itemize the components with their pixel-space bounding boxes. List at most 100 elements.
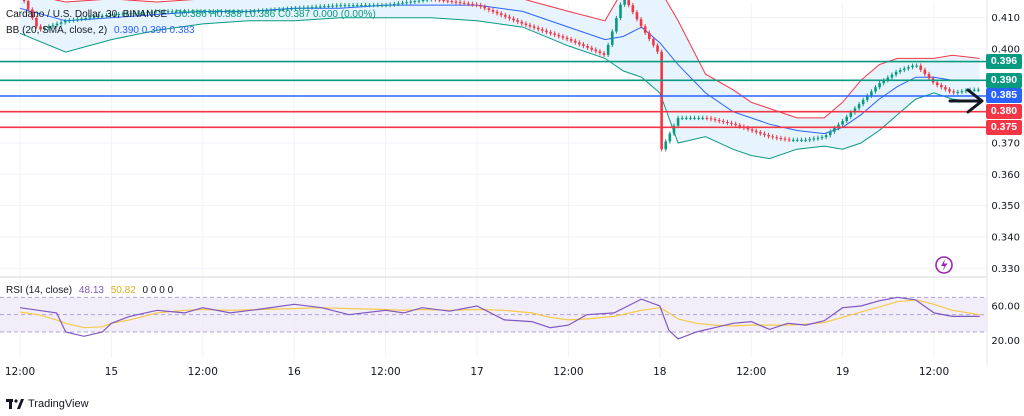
candle — [281, 9, 285, 11]
candle — [372, 5, 376, 7]
candle — [236, 11, 240, 13]
ohlc-values: O0.386 H0.388 L0.386 C0.387 0.000 (0.00%… — [173, 9, 376, 20]
candle — [80, 18, 83, 20]
candle — [717, 120, 721, 122]
candle — [244, 11, 248, 13]
candle — [212, 11, 215, 13]
candle — [775, 137, 779, 139]
rsi-label[interactable]: RSI (14, close) — [6, 285, 73, 296]
time-tick-label: 15 — [105, 366, 118, 378]
time-tick-label: 19 — [836, 366, 849, 378]
candle — [545, 30, 548, 33]
candle — [849, 112, 853, 117]
candle — [886, 77, 890, 81]
candle — [746, 127, 750, 130]
candle — [51, 25, 55, 27]
candle — [142, 12, 145, 14]
candle — [656, 45, 659, 52]
candle — [865, 95, 869, 100]
rsi-pane — [0, 296, 987, 340]
candle — [907, 67, 910, 69]
candle — [392, 3, 396, 5]
tradingview-logo[interactable]: TradingView — [6, 398, 89, 410]
candle — [919, 65, 923, 70]
candle — [100, 15, 104, 17]
candle — [841, 121, 844, 125]
candle — [240, 11, 244, 13]
candle — [314, 6, 318, 8]
candle — [623, 0, 626, 5]
price-tag[interactable]: 0.385 — [986, 88, 1022, 104]
right-arrow-icon — [948, 88, 984, 114]
alert-icon[interactable] — [935, 256, 953, 274]
symbol-title[interactable]: Cardano / U.S. Dollar, 30, BINANCE — [6, 9, 168, 20]
candle — [113, 14, 116, 16]
candle — [220, 11, 223, 13]
bb-label[interactable]: BB (20, SMA, close, 2) — [6, 25, 108, 36]
candle — [557, 34, 561, 37]
candle — [615, 18, 618, 32]
candle — [117, 14, 121, 16]
candle — [146, 12, 149, 14]
tradingview-icon — [6, 399, 24, 409]
candle — [520, 21, 524, 24]
candle — [516, 20, 519, 22]
price-tag[interactable]: 0.375 — [986, 119, 1022, 135]
bb-fill — [20, 0, 980, 159]
candle — [553, 33, 556, 35]
candle — [471, 3, 474, 5]
candle — [467, 3, 470, 5]
candle — [133, 12, 137, 14]
candle — [397, 3, 400, 5]
candle — [191, 11, 195, 13]
candle — [479, 5, 482, 7]
time-tick-label: 12:00 — [5, 366, 35, 378]
brand-name: TradingView — [28, 398, 89, 410]
candle — [504, 15, 507, 17]
candle — [26, 1, 30, 10]
candle — [273, 9, 277, 11]
candle — [495, 11, 499, 14]
candle — [137, 12, 141, 14]
candle — [265, 10, 269, 12]
candle — [203, 11, 207, 13]
candle — [310, 7, 314, 9]
candle — [195, 11, 199, 13]
candle — [47, 26, 51, 29]
candle — [306, 7, 310, 9]
rsi-tick-label: 60.00 — [991, 302, 1020, 313]
candle — [475, 4, 478, 6]
price-tag[interactable]: 0.380 — [986, 104, 1022, 120]
horizontal-levels[interactable] — [0, 60, 987, 129]
price-tag[interactable]: 0.396 — [986, 54, 1022, 70]
candle — [88, 17, 92, 19]
bollinger-bands — [19, 0, 980, 160]
rsi-legend: RSI (14, close) 48.13 50.82 0 0 0 0 — [6, 285, 177, 296]
candle — [368, 5, 371, 7]
candle — [491, 10, 495, 12]
price-tag[interactable]: 0.390 — [986, 72, 1022, 88]
candle — [590, 47, 594, 50]
price-tick-label: 0.370 — [991, 138, 1020, 149]
candle — [121, 13, 125, 15]
candle — [105, 15, 108, 17]
price-tick-label: 0.330 — [991, 264, 1020, 275]
candle — [685, 117, 688, 119]
candle — [734, 123, 737, 126]
candle — [820, 137, 824, 139]
candle — [318, 6, 322, 8]
candle — [940, 85, 943, 88]
candle — [833, 128, 836, 132]
price-series — [22, 0, 980, 152]
candle — [738, 125, 742, 127]
candle — [129, 13, 133, 15]
candle — [664, 141, 668, 150]
candle — [652, 39, 655, 46]
candle — [565, 37, 569, 40]
candle — [39, 26, 42, 30]
candle — [109, 14, 112, 16]
rsi-extra-values: 0 0 0 0 — [142, 285, 174, 296]
candle — [874, 87, 877, 92]
candle — [294, 8, 297, 10]
